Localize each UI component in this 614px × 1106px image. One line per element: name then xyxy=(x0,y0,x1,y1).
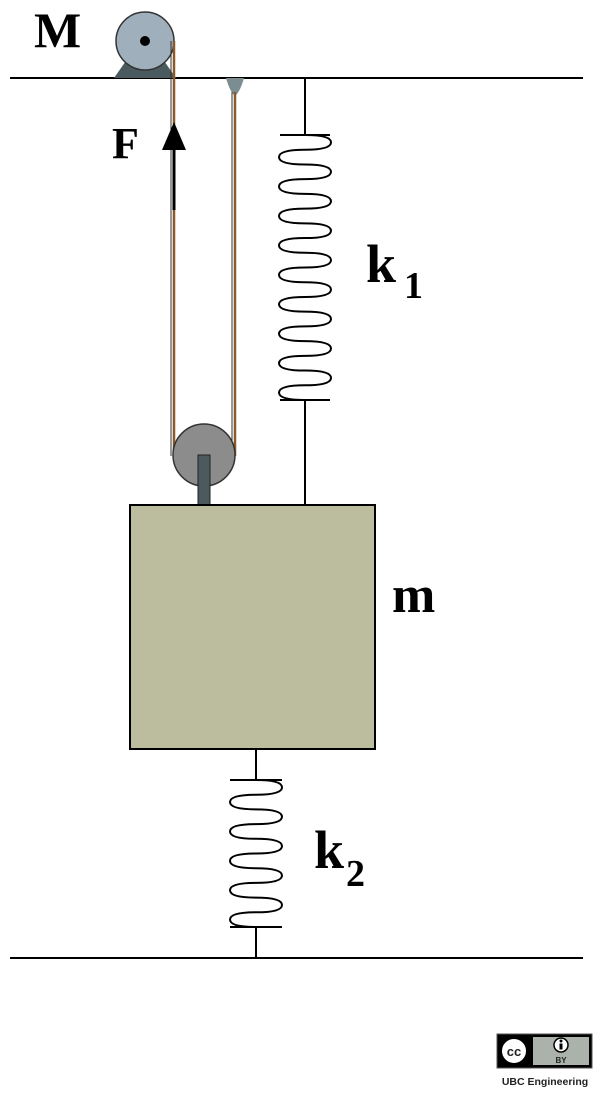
force-arrow-head xyxy=(162,122,186,150)
rope-anchor xyxy=(226,78,244,96)
credit-text: UBC Engineering xyxy=(502,1076,588,1088)
license-badge-by-text: BY xyxy=(555,1056,567,1065)
label-spring-top-subscript: 1 xyxy=(404,265,423,307)
license-badge: cc BY xyxy=(496,1033,593,1069)
label-spring-top: k xyxy=(366,234,396,294)
label-force: F xyxy=(112,119,139,168)
label-spring-bottom: k xyxy=(314,820,344,880)
label-block-mass: m xyxy=(392,567,435,624)
block-m xyxy=(129,504,376,750)
license-badge-cc-text: cc xyxy=(507,1044,521,1059)
label-pulley-mass: M xyxy=(34,2,81,58)
top-pulley-axle xyxy=(140,36,150,46)
label-spring-bottom-subscript: 2 xyxy=(346,853,365,895)
spring-k1-coil xyxy=(277,134,333,401)
cc-icon xyxy=(500,1037,528,1065)
lower-pulley-axle xyxy=(197,454,211,506)
spring-k2-coil xyxy=(228,779,284,928)
